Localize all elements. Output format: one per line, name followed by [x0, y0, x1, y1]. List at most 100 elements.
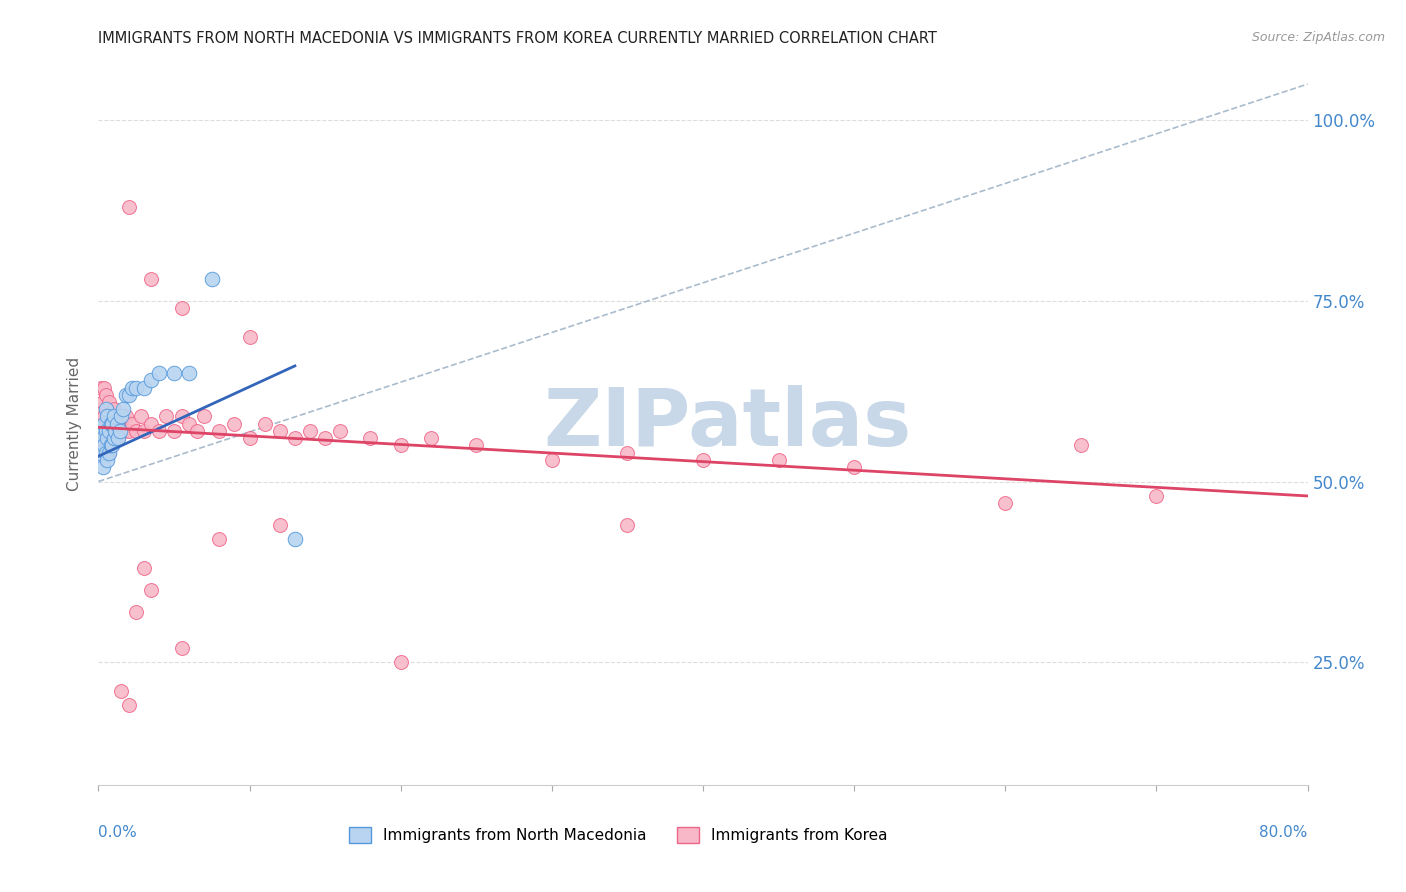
Point — [141, 272, 163, 286]
Point — [108, 417, 131, 431]
Point — [90, 424, 112, 438]
Text: ZIPatlas: ZIPatlas — [543, 384, 911, 463]
Point — [96, 431, 118, 445]
Point — [90, 380, 112, 394]
Point — [193, 409, 215, 424]
Point — [540, 452, 562, 467]
Point — [103, 431, 125, 445]
Point — [100, 438, 122, 452]
Point — [163, 366, 186, 380]
Point — [163, 424, 186, 438]
Point — [96, 409, 118, 424]
Point — [179, 366, 201, 380]
Point — [121, 417, 143, 431]
Point — [94, 445, 117, 459]
Point — [125, 605, 148, 619]
Point — [329, 424, 352, 438]
Point — [170, 301, 193, 315]
Point — [93, 438, 115, 452]
Point — [389, 438, 412, 452]
Point — [844, 460, 866, 475]
Point — [100, 438, 122, 452]
Point — [284, 431, 307, 445]
Point — [118, 424, 141, 438]
Legend: Immigrants from North Macedonia, Immigrants from Korea: Immigrants from North Macedonia, Immigra… — [343, 822, 893, 849]
Point — [107, 431, 129, 445]
Point — [253, 417, 276, 431]
Point — [91, 460, 114, 475]
Point — [98, 424, 121, 438]
Y-axis label: Currently Married: Currently Married — [67, 357, 83, 491]
Text: IMMIGRANTS FROM NORTH MACEDONIA VS IMMIGRANTS FROM KOREA CURRENTLY MARRIED CORRE: IMMIGRANTS FROM NORTH MACEDONIA VS IMMIG… — [98, 31, 938, 46]
Point — [101, 438, 124, 452]
Point — [100, 409, 122, 424]
Point — [93, 438, 115, 452]
Point — [132, 561, 155, 575]
Point — [105, 417, 128, 431]
Point — [239, 330, 262, 344]
Point — [118, 698, 141, 713]
Point — [179, 417, 201, 431]
Point — [121, 380, 143, 394]
Point — [125, 424, 148, 438]
Point — [692, 452, 714, 467]
Point — [389, 655, 412, 669]
Point — [148, 424, 170, 438]
Point — [125, 380, 148, 394]
Point — [224, 417, 246, 431]
Point — [105, 417, 128, 431]
Point — [96, 452, 118, 467]
Point — [118, 388, 141, 402]
Point — [104, 424, 127, 438]
Point — [170, 409, 193, 424]
Point — [91, 431, 114, 445]
Point — [314, 431, 336, 445]
Point — [107, 431, 129, 445]
Point — [155, 409, 177, 424]
Point — [110, 424, 132, 438]
Point — [118, 200, 141, 214]
Point — [616, 517, 638, 532]
Point — [91, 395, 114, 409]
Point — [94, 402, 117, 417]
Point — [114, 388, 136, 402]
Point — [93, 409, 115, 424]
Point — [110, 409, 132, 424]
Point — [103, 409, 125, 424]
Point — [208, 533, 231, 547]
Point — [96, 438, 118, 452]
Point — [201, 272, 224, 286]
Point — [420, 431, 443, 445]
Point — [100, 417, 122, 431]
Point — [110, 684, 132, 698]
Point — [104, 424, 127, 438]
Point — [170, 640, 193, 655]
Point — [114, 409, 136, 424]
Point — [1070, 438, 1092, 452]
Point — [299, 424, 322, 438]
Point — [89, 402, 111, 417]
Point — [111, 402, 134, 417]
Point — [94, 417, 117, 431]
Text: Source: ZipAtlas.com: Source: ZipAtlas.com — [1251, 31, 1385, 45]
Point — [112, 424, 135, 438]
Point — [269, 517, 291, 532]
Point — [768, 452, 790, 467]
Point — [94, 388, 117, 402]
Point — [94, 445, 117, 459]
Point — [129, 409, 152, 424]
Point — [103, 431, 125, 445]
Point — [94, 424, 117, 438]
Point — [269, 424, 291, 438]
Point — [98, 445, 121, 459]
Point — [616, 445, 638, 459]
Point — [93, 417, 115, 431]
Point — [132, 380, 155, 394]
Point — [284, 533, 307, 547]
Point — [1144, 489, 1167, 503]
Point — [101, 438, 124, 452]
Point — [111, 409, 134, 424]
Point — [103, 402, 125, 417]
Point — [98, 424, 121, 438]
Point — [96, 409, 118, 424]
